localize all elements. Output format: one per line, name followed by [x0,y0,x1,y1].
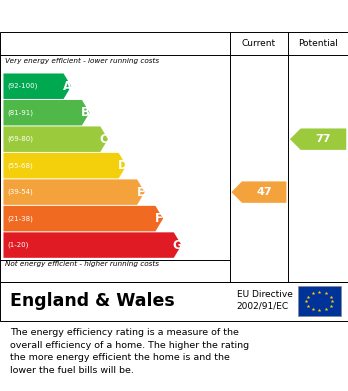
Text: Energy Efficiency Rating: Energy Efficiency Rating [10,9,220,23]
Text: (55-68): (55-68) [8,162,33,169]
Polygon shape [3,153,126,178]
Text: 77: 77 [316,134,331,144]
Polygon shape [3,74,71,99]
Text: Not energy efficient - higher running costs: Not energy efficient - higher running co… [5,261,159,267]
Polygon shape [231,181,286,203]
Text: (81-91): (81-91) [8,109,34,116]
Text: B: B [81,106,90,119]
Text: C: C [100,133,109,146]
Text: Potential: Potential [298,39,338,48]
Bar [298,286,341,316]
Text: (1-20): (1-20) [8,242,29,248]
Polygon shape [3,100,90,126]
Polygon shape [3,232,182,258]
Text: (21-38): (21-38) [8,215,33,222]
Text: (69-80): (69-80) [8,136,34,142]
Text: England & Wales: England & Wales [10,292,175,310]
Polygon shape [3,179,145,205]
Text: 47: 47 [256,187,272,197]
Text: D: D [118,159,127,172]
Text: E: E [137,186,145,199]
Text: G: G [173,239,183,251]
Text: (92-100): (92-100) [8,83,38,90]
Text: (39-54): (39-54) [8,189,33,196]
Polygon shape [290,129,346,150]
Text: Current: Current [242,39,276,48]
Polygon shape [3,126,108,152]
Text: The energy efficiency rating is a measure of the
overall efficiency of a home. T: The energy efficiency rating is a measur… [10,328,250,375]
Text: F: F [155,212,163,225]
Text: EU Directive
2002/91/EC: EU Directive 2002/91/EC [237,290,293,311]
Polygon shape [3,206,163,231]
Text: Very energy efficient - lower running costs: Very energy efficient - lower running co… [5,57,159,64]
Text: A: A [63,80,72,93]
